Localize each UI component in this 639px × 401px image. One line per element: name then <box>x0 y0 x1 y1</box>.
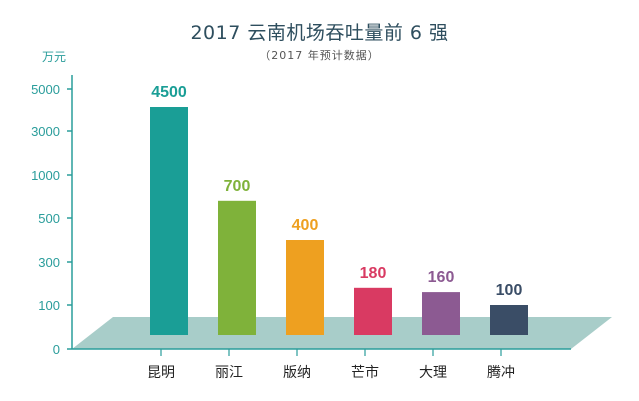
x-category-label: 版纳 <box>283 365 311 381</box>
bar-value-label: 180 <box>360 265 387 282</box>
y-tick-label: 100 <box>38 298 60 313</box>
x-category-label: 丽江 <box>215 365 243 381</box>
chart-subtitle: （2017 年预计数据） <box>259 49 380 62</box>
bar-3 <box>286 240 324 335</box>
x-category-label: 腾冲 <box>487 364 515 381</box>
bar-1 <box>150 107 188 335</box>
y-tick-label: 3000 <box>31 124 60 139</box>
x-category-label: 大理 <box>419 365 447 381</box>
bar-2 <box>218 200 256 335</box>
x-category-label: 昆明 <box>147 365 175 381</box>
y-tick-label: 500 <box>38 211 60 226</box>
bar-value-label: 700 <box>224 178 251 195</box>
bar-4 <box>354 287 392 335</box>
bar-6 <box>490 305 528 335</box>
bar-5 <box>422 292 460 335</box>
y-tick-label: 300 <box>38 255 60 270</box>
bar-value-label: 160 <box>428 269 455 286</box>
y-tick-label: 0 <box>53 342 60 357</box>
bar-value-label: 4500 <box>151 84 187 101</box>
y-tick-label: 1000 <box>31 168 60 183</box>
bar-value-label: 100 <box>496 282 523 299</box>
y-tick-label: 5000 <box>31 82 60 97</box>
x-category-label: 芒市 <box>351 364 379 381</box>
bar-value-label: 400 <box>292 217 319 234</box>
chart-title: 2017 云南机场吞吐量前 6 强 <box>190 22 449 44</box>
chart-floor <box>72 317 612 349</box>
y-axis-unit-label: 万元 <box>42 50 67 64</box>
